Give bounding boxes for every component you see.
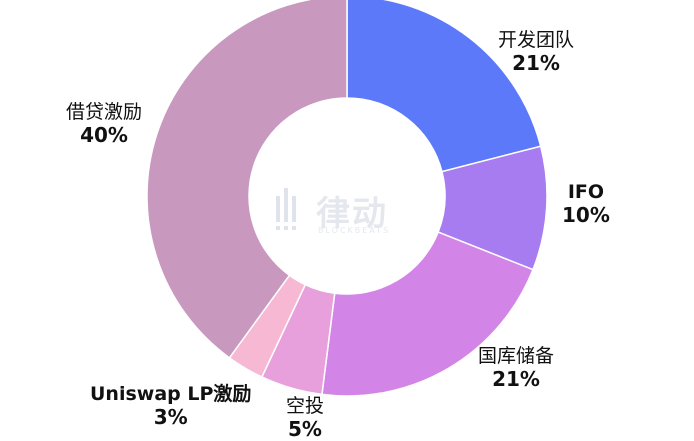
watermark-text: 律动 <box>316 194 388 234</box>
slice-label-treasury: 国库储备 21% <box>478 345 555 391</box>
slice-value: 21% <box>512 50 560 75</box>
slice-value: 10% <box>562 202 610 227</box>
slice-label-uniswap-lp: Uniswap LP激励 3% <box>90 383 252 429</box>
slice-name: 开发团队 <box>498 29 575 51</box>
slice-0 <box>346 0 542 173</box>
slice-name: IFO <box>567 181 605 203</box>
slice-name: 空投 <box>286 395 325 417</box>
slice-label-dev-team: 开发团队 21% <box>498 29 575 75</box>
slice-name: 借贷激励 <box>66 101 143 123</box>
slice-label-airdrop: 空投 5% <box>286 395 325 441</box>
watermark-subtext: BLOCKBEATS <box>318 226 391 235</box>
watermark: 律动 BLOCKBEATS <box>272 186 422 238</box>
slice-5 <box>146 0 348 359</box>
watermark-logo-icon <box>276 188 296 230</box>
slice-value: 40% <box>80 122 128 147</box>
slice-value: 21% <box>492 366 540 391</box>
slice-name: 国库储备 <box>478 345 555 367</box>
slice-name: Uniswap LP激励 <box>90 383 252 405</box>
slice-label-lending: 借贷激励 40% <box>66 101 143 147</box>
slice-label-ifo: IFO 10% <box>562 181 610 227</box>
donut-chart <box>146 0 548 397</box>
slice-2 <box>321 231 534 397</box>
slice-value: 5% <box>288 416 322 441</box>
slice-value: 3% <box>153 404 188 429</box>
